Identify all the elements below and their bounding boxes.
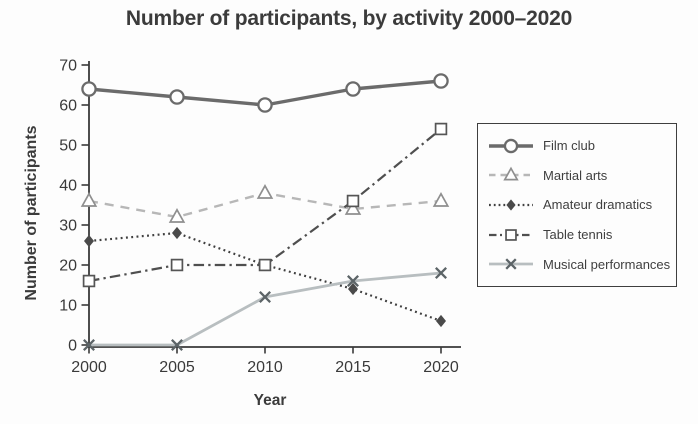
- legend: Film club Martial arts Amateur dramatics Ta…: [477, 123, 677, 287]
- triangle-marker: [256, 184, 274, 199]
- legend-key-circle-icon: [489, 138, 533, 154]
- legend-label: Martial arts: [543, 167, 608, 183]
- legend-item-table-tennis: Table tennis: [488, 226, 672, 244]
- legend-key-x-icon: [489, 258, 533, 270]
- x-tick-label: 2005: [159, 359, 195, 376]
- square-marker: [434, 122, 448, 136]
- legend-item-martial-arts: Martial arts: [488, 166, 672, 184]
- legend-item-musical-performances: Musical performances: [488, 255, 672, 273]
- x-axis-title: Year: [253, 392, 287, 409]
- x-marker: [346, 274, 360, 288]
- square-marker: [258, 258, 272, 272]
- chart-title: Number of participants, by activity 2000…: [125, 7, 573, 30]
- legend-key-triangle-icon: [489, 167, 533, 181]
- square-marker: [170, 258, 184, 272]
- y-tick-label: 70: [59, 58, 77, 75]
- diamond-marker: [172, 226, 182, 240]
- triangle-marker: [344, 200, 362, 215]
- circle-marker: [433, 73, 449, 89]
- legend-label: Table tennis: [543, 227, 613, 243]
- circle-marker: [81, 81, 97, 97]
- x-marker: [82, 338, 96, 352]
- x-tick-label: 2000: [71, 359, 107, 376]
- y-tick-label: 50: [59, 138, 77, 155]
- series-line-musical-performances: [89, 271, 442, 347]
- x-marker: [258, 290, 272, 304]
- diamond-marker: [436, 314, 446, 328]
- diamond-marker: [348, 282, 358, 296]
- circle-marker: [345, 81, 361, 97]
- triangle-marker: [503, 167, 519, 181]
- triangle-marker: [432, 192, 450, 207]
- x-tick-label: 2010: [247, 359, 283, 376]
- y-tick-label: 0: [68, 338, 77, 355]
- legend-label: Musical performances: [543, 256, 671, 272]
- x-marker: [505, 258, 517, 270]
- legend-label: Film club: [543, 138, 596, 154]
- y-tick-label: 20: [59, 258, 77, 275]
- triangle-marker: [80, 192, 98, 207]
- legend-item-film-club: Film club: [488, 137, 672, 155]
- circle-marker: [257, 97, 273, 113]
- square-marker: [505, 228, 517, 241]
- legend-key-diamond-icon: [489, 199, 533, 211]
- diamond-marker: [506, 199, 516, 211]
- legend-item-amateur-dramatics: Amateur dramatics: [488, 196, 672, 214]
- circle-marker: [169, 89, 185, 105]
- x-marker: [434, 266, 448, 280]
- square-marker: [346, 194, 360, 208]
- legend-key-square-icon: [489, 228, 533, 241]
- diamond-marker: [84, 234, 94, 248]
- x-tick-label: 2020: [423, 359, 459, 376]
- x-tick-label: 2015: [335, 359, 371, 376]
- x-marker: [170, 338, 184, 352]
- circle-marker: [503, 138, 519, 154]
- y-tick-label: 60: [59, 98, 77, 115]
- triangle-marker: [168, 208, 186, 223]
- y-tick-label: 30: [59, 218, 77, 235]
- y-tick-label: 10: [59, 298, 77, 315]
- y-tick-label: 40: [59, 178, 77, 195]
- square-marker: [82, 274, 96, 288]
- legend-label: Amateur dramatics: [543, 197, 653, 213]
